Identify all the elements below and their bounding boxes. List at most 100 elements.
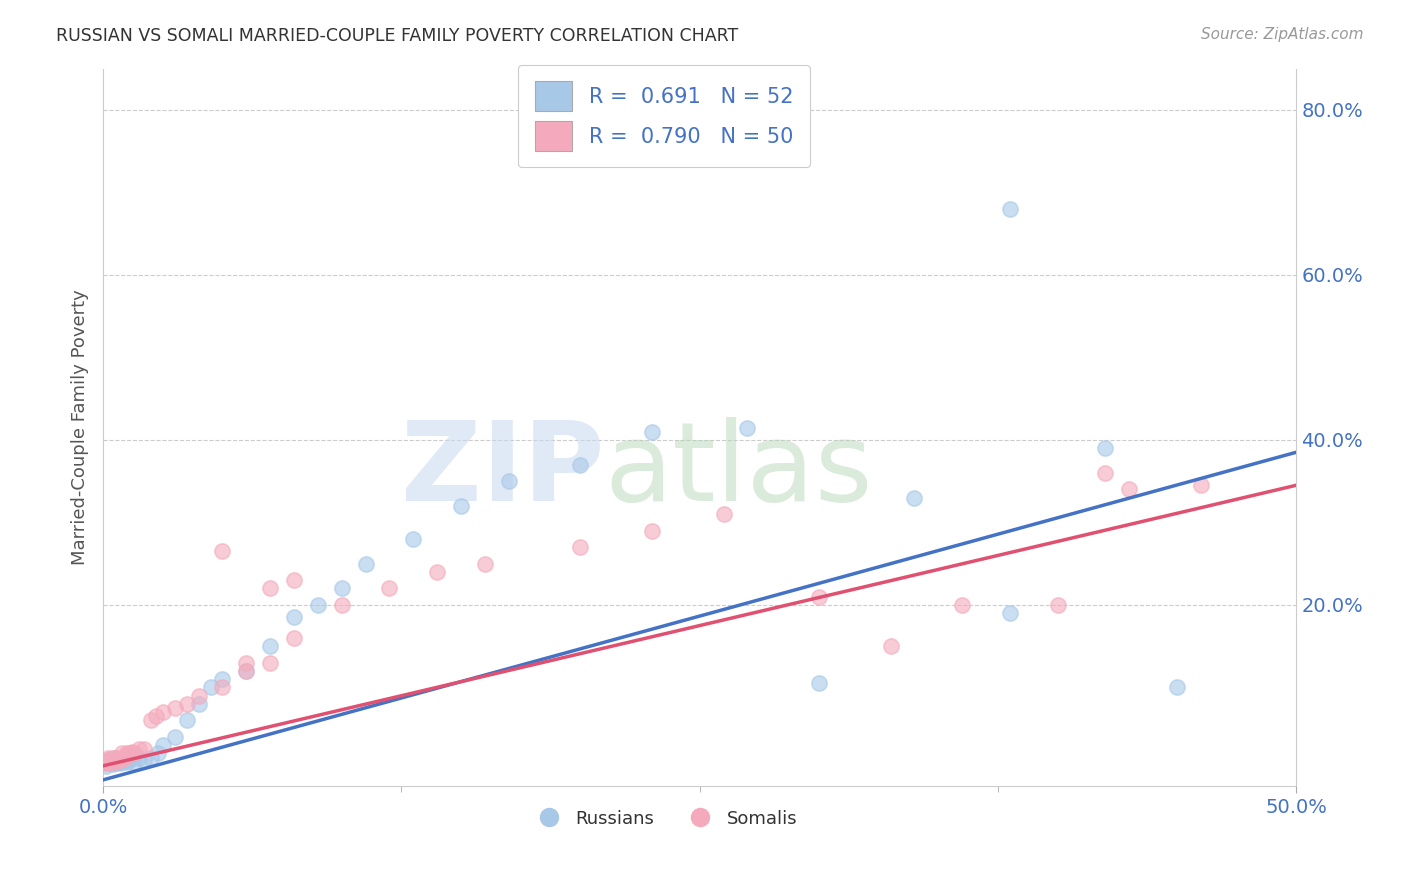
Point: [128, 742, 150, 756]
Point: [111, 755, 134, 769]
Text: atlas: atlas: [605, 417, 873, 524]
Point: [713, 507, 735, 521]
Point: [108, 756, 131, 771]
Point: [98, 753, 121, 767]
Point: [426, 565, 449, 579]
Point: [98, 755, 121, 769]
Point: [111, 747, 134, 761]
Point: [107, 755, 129, 769]
Point: [283, 631, 305, 645]
Point: [641, 425, 664, 439]
Text: ZIP: ZIP: [401, 417, 605, 524]
Point: [283, 610, 305, 624]
Point: [1094, 466, 1116, 480]
Point: [104, 756, 127, 771]
Point: [998, 606, 1021, 620]
Point: [176, 714, 198, 728]
Point: [998, 202, 1021, 216]
Point: [107, 753, 129, 767]
Point: [114, 753, 136, 767]
Point: [163, 701, 186, 715]
Point: [903, 491, 925, 505]
Point: [128, 750, 150, 764]
Point: [1118, 483, 1140, 497]
Point: [737, 420, 759, 434]
Point: [98, 756, 121, 771]
Point: [104, 750, 127, 764]
Point: [101, 750, 124, 764]
Point: [235, 656, 257, 670]
Legend: Russians, Somalis: Russians, Somalis: [523, 803, 804, 835]
Point: [101, 753, 124, 767]
Point: [122, 755, 145, 769]
Point: [121, 745, 143, 759]
Point: [152, 738, 174, 752]
Point: [108, 753, 131, 767]
Point: [122, 747, 145, 761]
Point: [163, 730, 186, 744]
Point: [121, 750, 143, 764]
Point: [235, 664, 257, 678]
Point: [378, 582, 401, 596]
Point: [101, 757, 124, 772]
Point: [879, 639, 901, 653]
Point: [283, 573, 305, 587]
Point: [111, 750, 134, 764]
Point: [1166, 681, 1188, 695]
Point: [111, 753, 134, 767]
Point: [569, 540, 592, 554]
Point: [498, 474, 520, 488]
Point: [94, 759, 117, 773]
Point: [97, 753, 120, 767]
Point: [108, 755, 131, 769]
Point: [259, 639, 281, 653]
Point: [107, 750, 129, 764]
Point: [1046, 598, 1069, 612]
Point: [354, 557, 377, 571]
Point: [145, 709, 167, 723]
Point: [211, 544, 233, 558]
Point: [330, 582, 353, 596]
Point: [200, 681, 222, 695]
Point: [115, 755, 138, 769]
Point: [94, 756, 117, 771]
Point: [94, 756, 117, 771]
Point: [118, 753, 141, 767]
Point: [114, 750, 136, 764]
Y-axis label: Married-Couple Family Poverty: Married-Couple Family Poverty: [72, 290, 89, 566]
Point: [176, 697, 198, 711]
Point: [307, 598, 329, 612]
Point: [107, 753, 129, 767]
Point: [97, 755, 120, 769]
Point: [259, 656, 281, 670]
Point: [97, 750, 120, 764]
Point: [104, 755, 127, 769]
Point: [146, 747, 169, 761]
Point: [330, 598, 353, 612]
Point: [569, 458, 592, 472]
Point: [132, 742, 155, 756]
Point: [139, 750, 162, 764]
Point: [108, 753, 131, 767]
Point: [115, 750, 138, 764]
Point: [104, 755, 127, 769]
Point: [104, 750, 127, 764]
Point: [1189, 478, 1212, 492]
Point: [211, 672, 233, 686]
Point: [139, 714, 162, 728]
Point: [1094, 441, 1116, 455]
Point: [641, 524, 664, 538]
Point: [94, 755, 117, 769]
Point: [115, 748, 138, 763]
Text: Source: ZipAtlas.com: Source: ZipAtlas.com: [1201, 27, 1364, 42]
Point: [118, 747, 141, 761]
Point: [98, 755, 121, 769]
Point: [450, 499, 472, 513]
Point: [132, 753, 155, 767]
Point: [115, 747, 138, 761]
Point: [235, 664, 257, 678]
Point: [259, 582, 281, 596]
Point: [474, 557, 496, 571]
Point: [402, 532, 425, 546]
Point: [152, 705, 174, 719]
